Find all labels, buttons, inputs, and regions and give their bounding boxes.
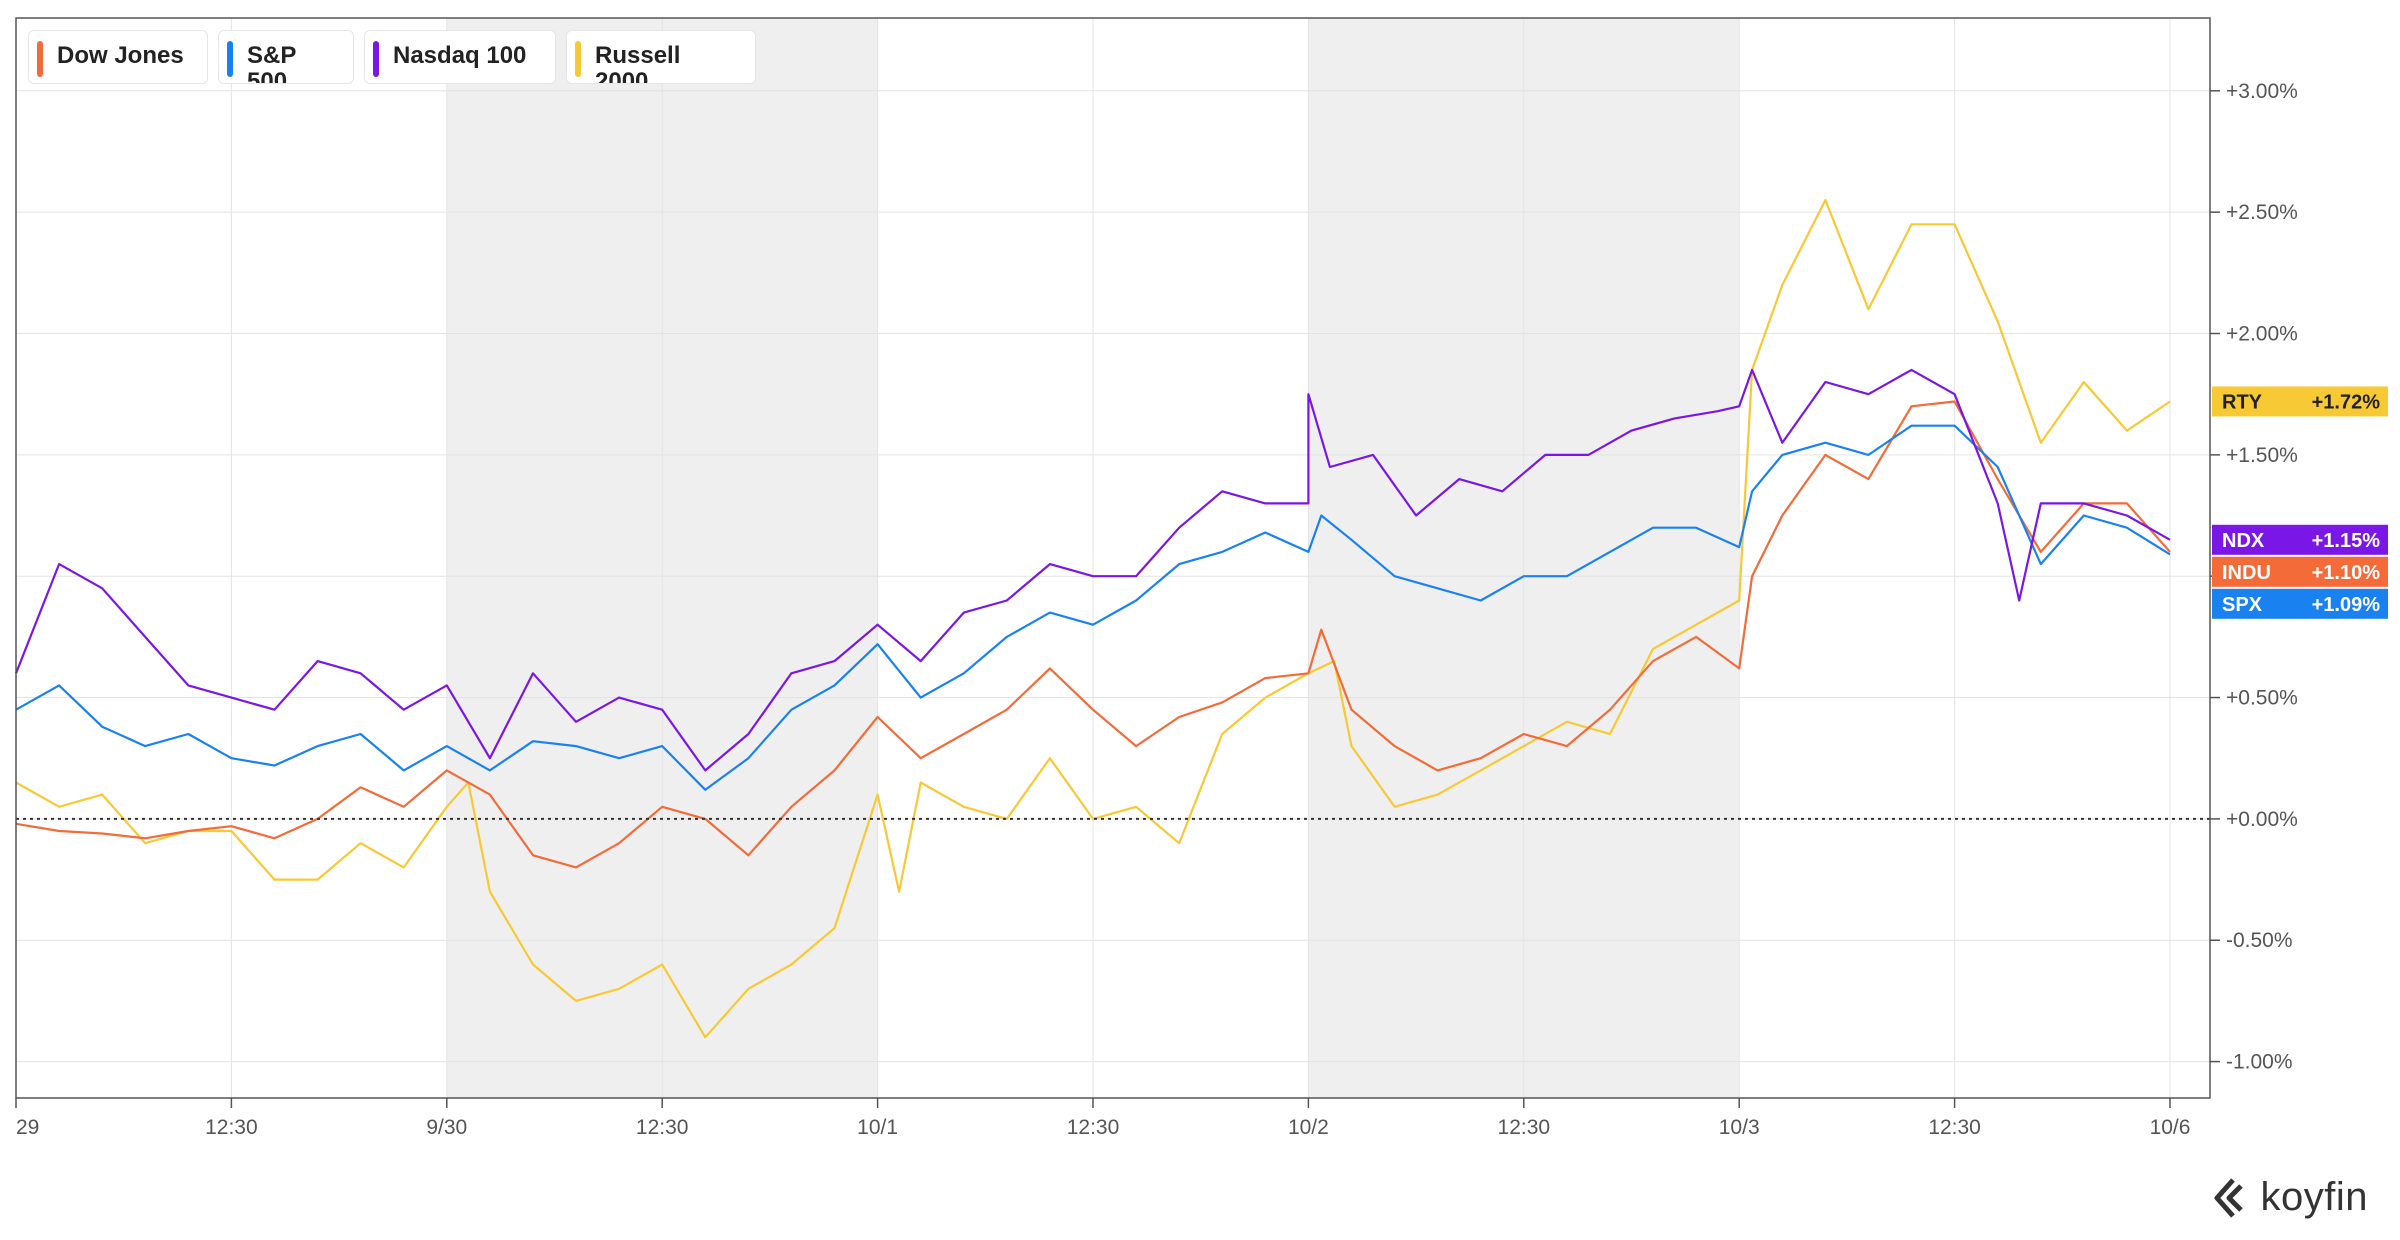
badge-indu: INDU +1.10% xyxy=(2212,556,2388,587)
grid-lines xyxy=(15,18,2210,1098)
series-lines xyxy=(14,198,2171,1039)
x-tick-label: 10/3 xyxy=(1719,1116,1760,1139)
x-tick-label: 12:30 xyxy=(1067,1116,1120,1139)
y-tick-label: -0.50% xyxy=(2226,929,2293,952)
plot-background xyxy=(16,18,2210,1098)
legend-label: S&P 500 xyxy=(247,42,296,84)
series-line-rty xyxy=(15,198,2171,1039)
y-tick-label: +0.00% xyxy=(2226,808,2298,831)
y-tick-label: +2.00% xyxy=(2226,323,2298,346)
legend-item-nasdaq-100[interactable]: Nasdaq 100 xyxy=(364,30,556,84)
badge-code: SPX xyxy=(2222,594,2263,616)
badge-background xyxy=(2212,556,2388,587)
x-tick-label: 10/2 xyxy=(1288,1116,1329,1139)
badge-spx: SPX +1.09% xyxy=(2212,588,2388,619)
legend-swatch xyxy=(227,41,233,77)
badge-value: +1.10% xyxy=(2312,562,2381,584)
badge-value: +1.72% xyxy=(2312,391,2381,413)
x-tick-label: 10/6 xyxy=(2150,1116,2191,1139)
legend-label: Russell 2000 xyxy=(595,42,681,84)
legend-item-dow-jones[interactable]: Dow Jones xyxy=(28,30,208,84)
legend-item-russell-2000[interactable]: Russell 2000 xyxy=(566,30,756,84)
badge-code: INDU xyxy=(2222,562,2271,584)
y-tick-label: -1.00% xyxy=(2226,1051,2293,1074)
x-tick-label: 12:30 xyxy=(1928,1116,1981,1139)
badge-value: +1.09% xyxy=(2312,594,2381,616)
badge-background xyxy=(2212,386,2388,417)
badge-code: RTY xyxy=(2222,391,2263,413)
series-line-ndx xyxy=(14,368,2171,772)
legend-swatch xyxy=(37,41,43,77)
badge-background xyxy=(2212,588,2388,619)
y-tick-label: +0.50% xyxy=(2226,687,2298,710)
y-tick-label: +3.00% xyxy=(2226,80,2298,103)
koyfin-logo-icon xyxy=(2214,1177,2243,1218)
legend: Dow Jones S&P 500 Nasdaq 100 Russell 200… xyxy=(28,30,756,84)
badge-background xyxy=(2212,524,2388,555)
x-tick-label: 9/30 xyxy=(426,1116,467,1139)
legend-swatch xyxy=(373,41,379,77)
koyfin-logo: koyfin xyxy=(2211,1175,2369,1220)
plot-frame xyxy=(15,17,2211,1099)
badge-value: +1.15% xyxy=(2312,530,2381,552)
x-tick-label: 29 xyxy=(16,1116,39,1139)
legend-item-sp-500[interactable]: S&P 500 xyxy=(218,30,354,84)
badge-ndx: NDX +1.15% xyxy=(2212,524,2388,555)
x-axis: 29 12:30 9/30 12:30 10/1 12:30 10/2 12:30 10/3 12… xyxy=(15,1098,2191,1139)
x-tick-label: 12:30 xyxy=(636,1116,689,1139)
x-tick-label: 10/1 xyxy=(857,1116,898,1139)
x-tick-label: 12:30 xyxy=(205,1116,258,1139)
badge-rty: RTY +1.72% xyxy=(2212,386,2388,417)
legend-label: Dow Jones xyxy=(57,42,184,69)
series-line-spx xyxy=(15,424,2171,791)
y-tick-label: +2.50% xyxy=(2226,201,2298,224)
last-value-badges: RTY +1.72% NDX +1.15% INDU +1.10% SPX +1.09% xyxy=(2212,386,2388,619)
badge-code: NDX xyxy=(2222,530,2265,552)
legend-label: Nasdaq 100 xyxy=(393,42,527,69)
legend-swatch xyxy=(575,41,581,77)
series-line-indu xyxy=(15,400,2171,869)
logo-text: koyfin xyxy=(2260,1175,2368,1219)
x-tick-label: 12:30 xyxy=(1498,1116,1551,1139)
y-tick-label: +1.50% xyxy=(2226,444,2298,467)
